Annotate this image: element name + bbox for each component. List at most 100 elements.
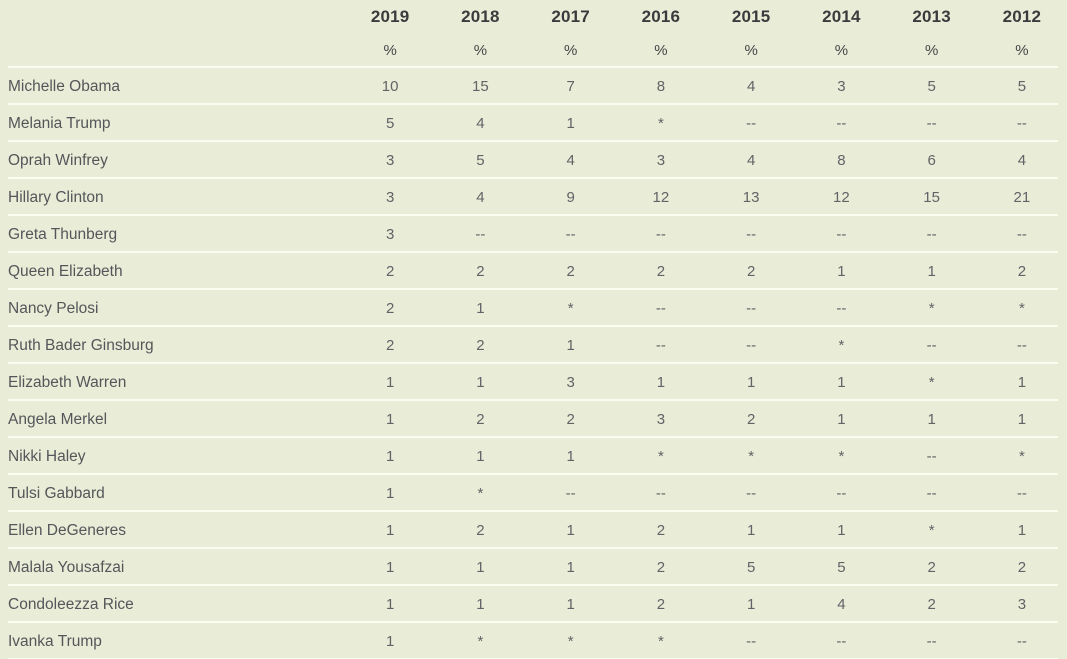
value-cell: -- <box>836 115 847 132</box>
value-cell: 2 <box>476 337 485 354</box>
value-cell: 2 <box>927 559 936 576</box>
value-cell: 13 <box>742 189 760 206</box>
value-cell: -- <box>1016 633 1027 650</box>
value-cell: 2 <box>385 300 395 317</box>
table-row: Nikki Haley 1 1 1 * * * -- * <box>0 438 1067 475</box>
value-cell: 1 <box>1017 411 1027 428</box>
person-name: Nancy Pelosi <box>8 299 99 317</box>
value-cell: 8 <box>837 152 846 169</box>
value-cell: 1 <box>385 633 395 650</box>
value-cell: 6 <box>927 152 936 169</box>
value-cell: -- <box>565 485 576 502</box>
person-name: Melania Trump <box>8 114 111 132</box>
value-cell: * <box>477 485 484 502</box>
value-cell: 4 <box>746 152 756 169</box>
value-cell: 1 <box>385 485 395 502</box>
value-cell: 3 <box>837 78 846 95</box>
value-cell: 1 <box>476 559 485 576</box>
year-column-header: 2019 % <box>345 0 435 68</box>
value-cell: 1 <box>837 411 846 428</box>
value-cell: 5 <box>385 115 395 132</box>
value-cell: 1 <box>566 337 575 354</box>
table-row: Tulsi Gabbard 1 * -- -- -- -- -- -- <box>0 475 1067 512</box>
table-row: Malala Yousafzai 1 1 1 2 5 5 2 2 <box>0 549 1067 586</box>
year-label: 2017 <box>551 7 590 26</box>
value-cell: 2 <box>656 263 666 280</box>
value-cell: -- <box>746 300 757 317</box>
percent-symbol: % <box>383 42 397 59</box>
value-cell: * <box>748 448 755 465</box>
value-cell: -- <box>836 300 847 317</box>
year-label: 2015 <box>731 7 771 26</box>
value-cell: -- <box>655 226 666 243</box>
value-cell: 1 <box>566 115 575 132</box>
value-cell: -- <box>1016 115 1027 132</box>
person-name: Michelle Obama <box>8 77 120 95</box>
value-cell: 1 <box>927 263 936 280</box>
value-cell: 1 <box>476 300 485 317</box>
value-cell: * <box>1018 448 1025 465</box>
value-cell: 3 <box>385 152 395 169</box>
person-name: Oprah Winfrey <box>8 151 108 169</box>
value-cell: * <box>1018 300 1025 317</box>
value-cell: 3 <box>656 152 666 169</box>
value-cell: -- <box>926 633 937 650</box>
value-cell: 1 <box>566 522 575 539</box>
percent-symbol: % <box>834 42 849 59</box>
value-cell: 2 <box>656 522 666 539</box>
value-cell: * <box>657 633 664 650</box>
value-cell: -- <box>475 226 486 243</box>
value-cell: * <box>657 448 664 465</box>
value-cell: 2 <box>385 337 395 354</box>
value-cell: 2 <box>927 596 936 613</box>
value-cell: 2 <box>1017 559 1027 576</box>
value-cell: 2 <box>746 263 756 280</box>
value-cell: 2 <box>385 263 395 280</box>
value-cell: -- <box>746 115 757 132</box>
value-cell: -- <box>836 226 847 243</box>
percent-symbol: % <box>563 42 578 59</box>
value-cell: 4 <box>1017 152 1027 169</box>
header-spacer <box>0 0 345 68</box>
value-cell: 8 <box>656 78 666 95</box>
value-cell: 2 <box>566 411 575 428</box>
value-cell: 1 <box>385 374 395 391</box>
value-cell: 4 <box>837 596 846 613</box>
value-cell: -- <box>746 485 757 502</box>
value-cell: 4 <box>566 152 575 169</box>
value-cell: -- <box>1016 226 1027 243</box>
value-cell: 5 <box>837 559 846 576</box>
person-name: Queen Elizabeth <box>8 262 123 280</box>
year-column-header: 2017 % <box>526 0 616 68</box>
value-cell: 3 <box>566 374 575 391</box>
value-cell: 2 <box>566 263 575 280</box>
person-name: Malala Yousafzai <box>8 558 125 576</box>
table-body: Michelle Obama 10 15 7 8 4 3 5 5 Melania Trump … <box>0 68 1067 659</box>
value-cell: 5 <box>1017 78 1027 95</box>
value-cell: 5 <box>476 152 485 169</box>
value-cell: 1 <box>385 448 395 465</box>
percent-symbol: % <box>1015 42 1029 59</box>
value-cell: 1 <box>385 522 395 539</box>
value-cell: * <box>928 374 935 391</box>
person-name: Ellen DeGeneres <box>8 521 127 539</box>
year-column-header: 2016 % <box>616 0 706 68</box>
table-row: Oprah Winfrey 3 5 4 3 4 8 6 4 <box>0 142 1067 179</box>
value-cell: 1 <box>476 448 485 465</box>
year-label: 2012 <box>1002 7 1042 26</box>
table-row: Nancy Pelosi 2 1 * -- -- -- * * <box>0 290 1067 327</box>
value-cell: -- <box>746 633 757 650</box>
value-cell: -- <box>926 226 937 243</box>
person-name: Greta Thunberg <box>8 225 118 243</box>
value-cell: 1 <box>746 374 756 391</box>
value-cell: 9 <box>566 189 575 206</box>
person-name: Angela Merkel <box>8 410 108 428</box>
value-cell: 1 <box>927 411 936 428</box>
value-cell: -- <box>746 337 757 354</box>
percent-symbol: % <box>924 42 939 59</box>
year-column-header: 2014 % <box>796 0 886 68</box>
value-cell: 7 <box>566 78 575 95</box>
value-cell: 1 <box>837 522 846 539</box>
value-cell: 1 <box>837 263 846 280</box>
value-cell: 1 <box>476 596 485 613</box>
